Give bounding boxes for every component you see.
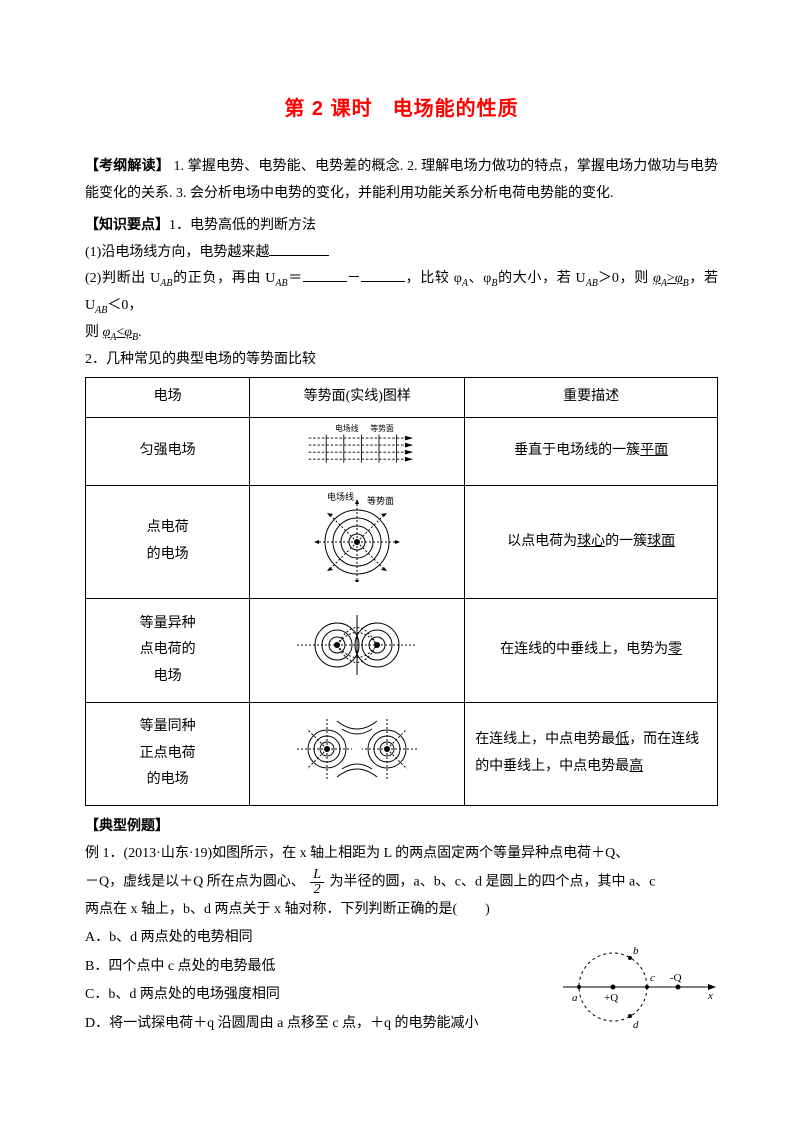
t: 在连线上，中点电势最 (475, 732, 615, 747)
blank-3 (361, 267, 405, 282)
t: φ (653, 271, 661, 286)
th-pattern: 等势面(实线)图样 (250, 378, 465, 418)
table-row: 等量异种 点电荷的 电场 (86, 599, 718, 703)
t: 正点电荷 (140, 746, 196, 761)
t: 平面 (640, 443, 668, 458)
circle-diagram-icon: x +Q -Q a c b d (558, 927, 718, 1037)
t: 高 (629, 759, 643, 774)
t: L (310, 868, 324, 883)
svg-text:c: c (650, 972, 655, 984)
t: 的大小，若 U (497, 271, 585, 286)
svg-text:电场线: 电场线 (327, 492, 354, 502)
table-row: 等量同种 正点电荷 的电场 (86, 702, 718, 806)
blank-1 (269, 241, 329, 256)
t: ＞0，则 (598, 271, 649, 286)
svg-text:x: x (707, 990, 713, 1002)
cell-desc: 在连线上，中点电势最低，而在连线的中垂线上，中点电势最高 (465, 702, 718, 806)
t: φ (124, 325, 132, 340)
t: ＜0， (107, 298, 142, 313)
t: 球心 (577, 534, 605, 549)
t: ＝ (288, 271, 303, 286)
lesson-topic: 电场能的性质 (393, 98, 519, 120)
t: 为半径的圆，a、b、c、d 是圆上的四个点，其中 a、c (330, 874, 656, 889)
th-desc: 重要描述 (465, 378, 718, 418)
t: 零 (668, 642, 682, 657)
ex1-line3: 两点在 x 轴上，b、d 两点关于 x 轴对称．下列判断正确的是( ) (85, 897, 718, 924)
blank-2 (303, 267, 347, 282)
cell-desc: 以点电荷为球心的一簇球面 (465, 485, 718, 599)
t: . (138, 325, 142, 340)
equipotential-table: 电场 等势面(实线)图样 重要描述 匀强电场 电场线 等势面 (85, 377, 718, 806)
t: 的正负，再由 U (172, 271, 275, 286)
th-field: 电场 (86, 378, 250, 418)
svg-text:等势面: 等势面 (370, 424, 394, 433)
cell-field: 等量异种 点电荷的 电场 (86, 599, 250, 703)
t: ，比较 φ (405, 271, 462, 286)
cell-pattern (250, 702, 465, 806)
kp-sub1: (1)沿电场线方向，电势越来越 (85, 240, 718, 267)
page: 第 2 课时电场能的性质 【考纲解读】 1. 掌握电势、电势能、电势差的概念. … (0, 0, 793, 1122)
syllabus-label: 【考纲解读】 (85, 159, 170, 174)
t: 的电场 (147, 772, 189, 787)
svg-text:-Q: -Q (670, 972, 682, 984)
cell-desc: 垂直于电场线的一簇平面 (465, 417, 718, 485)
cell-field: 匀强电场 (86, 417, 250, 485)
uniform-field-icon: 电场线 等势面 (277, 424, 437, 468)
example-figure: x +Q -Q a c b d (558, 927, 718, 1048)
t: －Q，虚线是以＋Q 所在点为圆心、 (85, 874, 305, 889)
cell-field: 等量同种 正点电荷 的电场 (86, 702, 250, 806)
dipole-field-icon (287, 605, 427, 685)
kp-sub1-text: (1)沿电场线方向，电势越来越 (85, 245, 269, 260)
svg-text:电场线: 电场线 (335, 424, 359, 433)
ex1-line2: －Q，虚线是以＋Q 所在点为圆心、 L 2 为半径的圆，a、b、c、d 是圆上的… (85, 868, 718, 897)
kp-item1: 1．电势高低的判断方法 (169, 218, 316, 233)
t: 、φ (468, 271, 491, 286)
t: 的一簇 (605, 534, 647, 549)
svg-text:+Q: +Q (604, 992, 618, 1004)
svg-text:等势面: 等势面 (367, 495, 394, 506)
t: 等量异种 (140, 616, 196, 631)
syllabus-text: 1. 掌握电势、电势能、电势差的概念. 2. 理解电场力做功的特点，掌握电场力做… (85, 159, 718, 201)
table-row: 匀强电场 电场线 等势面 (86, 417, 718, 485)
page-title: 第 2 课时电场能的性质 (85, 90, 718, 128)
t: 低 (615, 732, 629, 747)
lesson-number: 第 2 课时 (284, 98, 372, 120)
point-charge-icon: 电场线 等势面 (297, 492, 417, 582)
kp-sub2: (2)判断出 UAB的正负，再由 UAB＝－，比较 φA、φB的大小，若 UAB… (85, 266, 718, 320)
t: (2)判断出 U (85, 271, 160, 286)
fraction-icon: L 2 (310, 868, 324, 897)
t: 球面 (647, 534, 675, 549)
examples-label: 【典型例题】 (85, 814, 718, 841)
t: 2 (310, 883, 324, 897)
kp-sub2-cont: 则 φA<φB. (85, 320, 718, 347)
t: 垂直于电场线的一簇 (514, 443, 640, 458)
ex1-line1: 例 1．(2013·山东·19)如图所示，在 x 轴上相距为 L 的两点固定两个… (85, 841, 718, 868)
cell-pattern: 电场线 等势面 (250, 417, 465, 485)
syllabus-para: 【考纲解读】 1. 掌握电势、电势能、电势差的概念. 2. 理解电场力做功的特点… (85, 154, 718, 207)
kp-item2: 2．几种常见的典型电场的等势面比较 (85, 347, 718, 374)
t: 的电场 (147, 547, 189, 562)
svg-text:b: b (633, 945, 639, 957)
keypoints-head: 【知识要点】1．电势高低的判断方法 (85, 213, 718, 240)
table-header-row: 电场 等势面(实线)图样 重要描述 (86, 378, 718, 418)
t: 在连线的中垂线上，电势为 (500, 642, 668, 657)
t: 点电荷 (147, 520, 189, 535)
t: 以点电荷为 (507, 534, 577, 549)
cell-pattern: 电场线 等势面 (250, 485, 465, 599)
cell-field: 点电荷 的电场 (86, 485, 250, 599)
t: 点电荷的 (140, 642, 196, 657)
svg-text:a: a (572, 992, 578, 1004)
svg-text:d: d (633, 1019, 639, 1031)
t: 电场 (154, 669, 182, 684)
table-row: 点电荷 的电场 电场线 等势面 (86, 485, 718, 599)
keypoints-label: 【知识要点】 (85, 218, 169, 233)
t: － (347, 271, 361, 286)
t: φ (675, 271, 683, 286)
t: 则 (85, 325, 99, 340)
cell-pattern (250, 599, 465, 703)
like-charges-icon (282, 709, 432, 789)
cell-desc: 在连线的中垂线上，电势为零 (465, 599, 718, 703)
t: > (667, 271, 675, 286)
t: 等量同种 (140, 719, 196, 734)
